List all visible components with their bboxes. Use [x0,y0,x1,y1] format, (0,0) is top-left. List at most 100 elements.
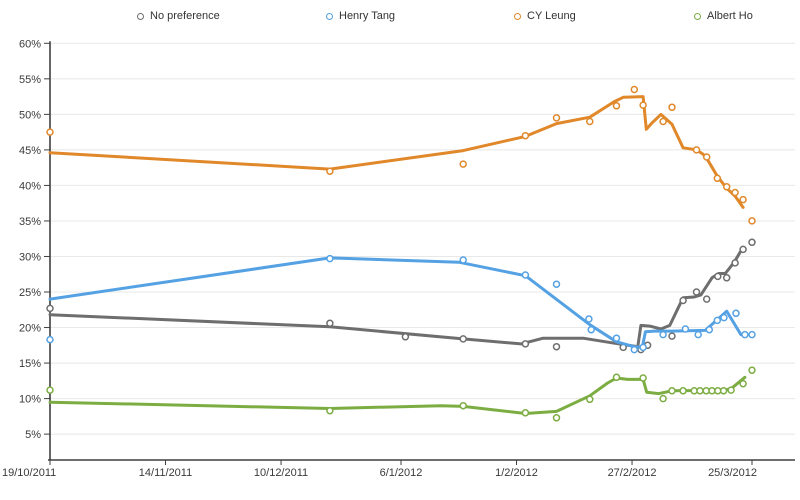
data-point-henry-tang [713,316,722,325]
data-point-albert-ho [679,387,687,395]
data-point-cy-leung [692,146,701,154]
legend-label: Albert Ho [707,10,753,22]
series-cy-leung [46,85,756,225]
legend-label: Henry Tang [339,10,396,22]
data-point-henry-tang [552,280,561,288]
y-tick-label: 10% [19,394,41,406]
y-tick-label: 55% [19,74,41,86]
data-point-albert-ho [748,366,756,374]
y-tick-label: 35% [19,216,41,228]
y-tick-label: 30% [19,251,41,263]
x-tick-label: 27/2/2012 [608,467,657,479]
data-point-no-preference [401,333,410,341]
data-point-cy-leung [659,117,667,126]
data-point-cy-leung [586,117,594,126]
y-tick-label: 60% [19,38,41,50]
data-point-no-preference [521,340,530,348]
data-point-no-preference [748,238,756,247]
data-point-henry-tang [612,334,621,342]
series-henry-tang [46,254,756,354]
x-tick-label: 19/10/2011 [2,467,56,479]
data-point-albert-ho [659,394,667,403]
data-point-henry-tang [630,345,639,354]
data-point-cy-leung [46,128,54,136]
data-point-henry-tang [587,325,595,334]
data-point-no-preference [552,342,561,351]
legend-label: No preference [150,10,220,22]
chart-legend: No preference Henry Tang CY Leung Albert Ho [0,0,800,30]
legend-item-albert-ho: Albert Ho [694,10,753,22]
y-tick-label: 45% [19,145,41,157]
data-point-no-preference [326,319,334,328]
data-point-henry-tang [681,325,690,333]
data-point-cy-leung [731,188,739,197]
data-point-albert-ho [696,387,704,395]
data-point-cy-leung [639,101,647,109]
legend-item-henry-tang: Henry Tang [326,10,395,22]
y-tick-label: 5% [25,429,41,441]
y-tick-label: 40% [19,180,41,192]
trend-line-cy-leung [48,95,745,209]
legend-marker-albert-ho-icon [694,12,701,20]
x-tick-label: 14/11/2011 [139,467,192,479]
data-point-cy-leung [459,160,467,168]
data-point-henry-tang [748,330,756,339]
data-point-henry-tang [326,254,334,263]
legend-marker-henry-tang-icon [326,12,333,20]
legend-label: CY Leung [527,10,576,22]
x-tick-label: 6/1/2012 [380,467,423,479]
data-point-albert-ho [326,406,334,415]
gridlines [50,42,795,435]
trend-line-albert-ho [48,375,747,415]
legend-item-cy-leung: CY Leung [514,10,576,22]
data-point-no-preference [668,332,676,340]
data-point-albert-ho [586,395,594,404]
data-point-albert-ho [459,401,467,410]
axes: 5% 10% 15% 20% 25% 30% 35% 40% 45% 50% 55% 60% 19/10… [2,38,795,479]
y-tick-label: 15% [19,358,41,370]
data-point-albert-ho [639,374,647,382]
data-point-henry-tang [659,330,667,339]
x-tick-label: 10/12/2011 [254,467,308,479]
data-point-no-preference [739,245,747,254]
data-point-cy-leung [702,153,711,161]
y-tick-label: 50% [19,109,41,121]
data-point-albert-ho [739,379,747,388]
data-point-no-preference [731,259,739,267]
data-point-cy-leung [739,195,747,204]
data-point-henry-tang [521,271,530,279]
data-point-albert-ho [46,386,54,394]
series-no-preference [46,238,756,354]
data-point-cy-leung [668,103,676,112]
data-point-henry-tang [705,325,714,334]
data-point-henry-tang [741,330,749,339]
data-point-cy-leung [326,167,334,175]
data-point-henry-tang [694,330,702,339]
data-point-henry-tang [639,343,647,352]
data-point-albert-ho [521,409,530,417]
data-point-henry-tang [585,315,593,323]
data-point-no-preference [46,304,54,313]
data-point-albert-ho [552,414,561,422]
x-tick-label: 25/3/2012 [708,467,757,479]
data-point-cy-leung [612,102,621,110]
data-point-henry-tang [459,256,467,264]
series-albert-ho [46,366,756,422]
data-point-albert-ho [612,373,621,382]
data-point-henry-tang [720,313,728,322]
data-point-cy-leung [713,174,722,183]
y-tick-label: 25% [19,287,41,299]
trend-line-henry-tang [48,256,743,349]
data-point-cy-leung [630,85,639,94]
data-point-albert-ho [668,387,676,395]
y-tick-label: 20% [19,323,41,335]
data-point-no-preference [702,295,711,303]
data-point-cy-leung [722,183,731,191]
data-point-albert-ho [727,386,735,394]
data-point-henry-tang [732,309,740,318]
data-point-albert-ho [719,387,728,395]
x-tick-label: 1/2/2012 [495,467,538,479]
data-point-cy-leung [552,114,561,122]
